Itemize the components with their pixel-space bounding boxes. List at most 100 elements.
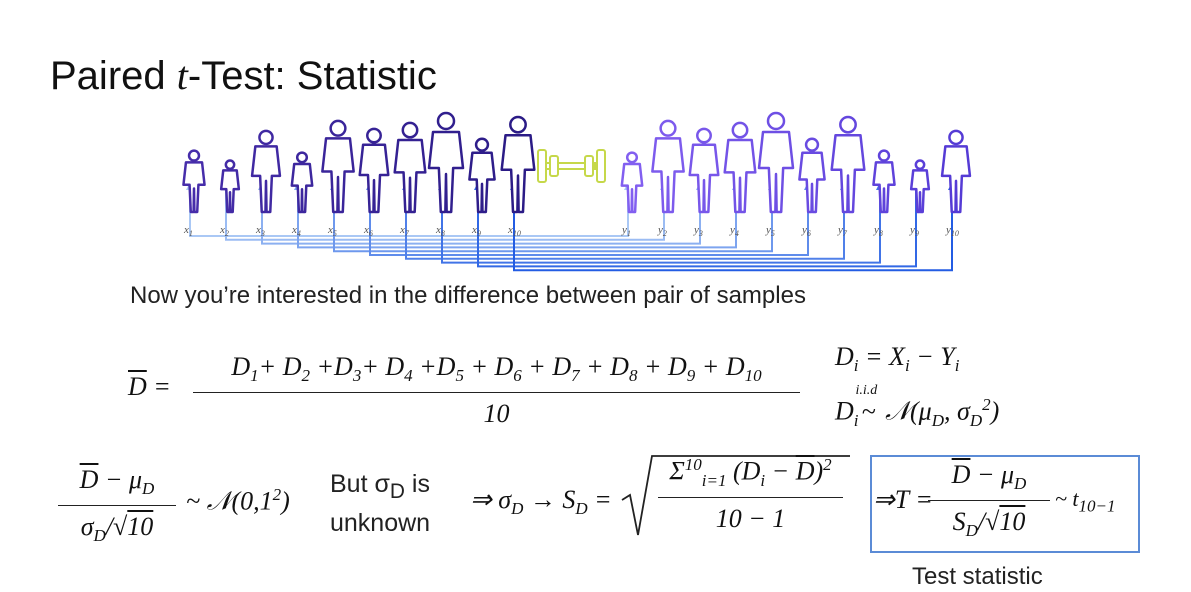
script: 2: [272, 485, 282, 504]
person-head: [474, 137, 490, 152]
formula: ⇒T =: [873, 485, 933, 515]
person-body: [500, 133, 536, 214]
numerator: D1+ D2 +D3+ D4 +D5 + D6 + D7 + D8 + D9 +…: [231, 352, 761, 386]
person-head: [329, 119, 347, 137]
title-text: Paired: [50, 54, 177, 98]
math-text: ): [814, 456, 824, 486]
label-base: y: [837, 224, 843, 236]
label-base: y: [909, 224, 915, 236]
label-index: 8: [879, 229, 883, 238]
sample-label: x10: [507, 224, 521, 238]
math-text: + D: [695, 352, 745, 381]
label-index: 5: [771, 229, 775, 238]
script: 4: [404, 366, 413, 386]
label-base: x: [363, 224, 369, 236]
person-body: [940, 145, 972, 214]
sample-label: y1: [621, 224, 631, 238]
script: D: [965, 521, 978, 541]
math-text: ): [990, 396, 1000, 426]
label-base: x: [291, 224, 297, 236]
label-index: 9: [477, 229, 481, 238]
sample-label: y8: [873, 224, 883, 238]
script: i: [853, 356, 859, 376]
connector: [513, 184, 953, 272]
label-index: 5: [333, 229, 337, 238]
person-head: [766, 111, 786, 131]
formula: ~ 𝒩(0,12): [186, 485, 290, 518]
label-index: 8: [441, 229, 445, 238]
person-body: [427, 130, 465, 214]
math-text: ~ t: [1055, 486, 1079, 511]
fraction-line: [658, 496, 843, 498]
label-base: x: [471, 224, 477, 236]
math-text: +D: [309, 352, 353, 381]
numerator: D − μD: [80, 465, 155, 499]
math-text: (D: [726, 456, 761, 486]
person-body: [250, 145, 282, 214]
script: 10−1: [1078, 496, 1116, 516]
math-text: ~ 𝒩(0,1: [186, 486, 273, 516]
label: Test statistic: [912, 563, 1043, 590]
dumbbell-weight: [584, 155, 594, 177]
label-index: 1: [627, 229, 631, 238]
script: 9: [686, 366, 696, 386]
math-text: S: [952, 507, 966, 537]
person-body: [723, 138, 757, 214]
script: D: [575, 499, 588, 519]
symbol: ~: [861, 396, 876, 426]
person-head: [401, 121, 419, 139]
numerator: D − μD: [952, 460, 1027, 494]
title-italic: t: [176, 53, 188, 98]
script: D: [93, 526, 106, 546]
formula: D =: [128, 372, 171, 402]
connector: [441, 184, 881, 264]
label-index: 2: [663, 229, 667, 238]
math-text: − μ: [98, 465, 143, 494]
math-text: −: [765, 456, 796, 486]
math-text: ): [281, 486, 290, 516]
fraction-line: [193, 392, 800, 394]
sample-label: x1: [183, 224, 193, 238]
math-text: + D: [361, 352, 405, 381]
fraction-line: [58, 505, 176, 507]
dumbbell-weight: [537, 149, 547, 183]
script: 1: [250, 366, 259, 386]
script: D: [1014, 474, 1027, 494]
sample-label: y2: [657, 224, 667, 238]
overlined: D: [128, 372, 147, 401]
fraction-line: [928, 500, 1050, 502]
math-text: ⇒T =: [873, 485, 933, 514]
math-text: is: [404, 470, 430, 498]
person-head: [295, 151, 309, 164]
script: 8: [628, 366, 638, 386]
fraction: D1+ D2 +D3+ D4 +D5 + D6 + D7 + D8 + D9 +…: [193, 352, 800, 429]
person-head: [659, 119, 677, 137]
person-body: [219, 169, 241, 214]
person-head: [914, 159, 926, 171]
person-head: [258, 129, 274, 146]
title: Paired t-Test: Statistic: [50, 52, 437, 99]
label-index: 3: [260, 229, 265, 238]
sample-label: y6: [801, 224, 811, 238]
connector: [297, 184, 737, 249]
label-index: 1: [189, 229, 193, 238]
person-body: [830, 133, 866, 214]
math-text: σ: [80, 512, 94, 542]
person-head: [436, 111, 456, 131]
denominator: 10 − 1: [716, 504, 786, 534]
person-head: [509, 115, 527, 134]
math-text: = X: [858, 342, 905, 371]
person-body: [290, 162, 314, 214]
script: 7: [571, 366, 580, 386]
stacked-symbol: i.i.d ~: [856, 383, 878, 427]
sample-label: y3: [693, 224, 703, 238]
connector: [405, 184, 845, 260]
fraction: D − μD σD/√10: [58, 465, 176, 546]
sample-label: y9: [909, 224, 919, 238]
label-base: x: [435, 224, 441, 236]
label-base: x: [507, 224, 513, 236]
person-head: [839, 115, 857, 134]
person-head: [625, 151, 639, 164]
connector: [261, 184, 701, 245]
